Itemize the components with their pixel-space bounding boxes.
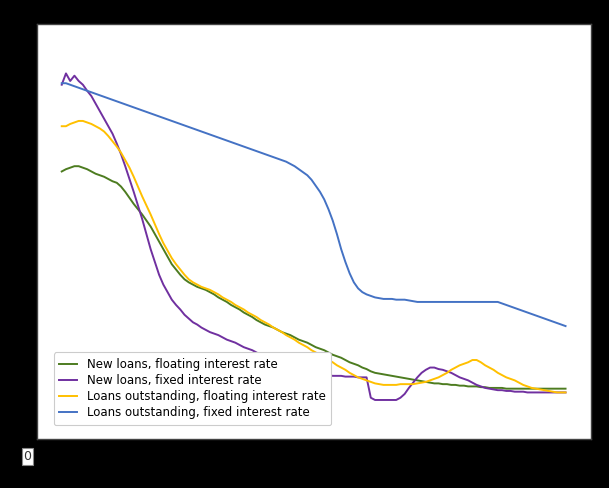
New loans, fixed interest rate: [62, 70, 69, 76]
Line: New loans, floating interest rate: New loans, floating interest rate: [62, 166, 566, 388]
Loans outstanding, floating interest rate: [75, 118, 82, 124]
Loans outstanding, floating interest rate: [554, 389, 561, 395]
Loans outstanding, floating interest rate: [168, 255, 175, 261]
New loans, floating interest rate: [502, 386, 510, 391]
Loans outstanding, fixed interest rate: [164, 117, 171, 122]
New loans, fixed interest rate: [168, 297, 175, 303]
Loans outstanding, fixed interest rate: [337, 246, 345, 252]
Loans outstanding, floating interest rate: [409, 381, 417, 387]
New loans, floating interest rate: [168, 261, 175, 267]
New loans, floating interest rate: [409, 377, 417, 383]
Loans outstanding, fixed interest rate: [405, 298, 412, 304]
Loans outstanding, floating interest rate: [58, 123, 65, 129]
Loans outstanding, fixed interest rate: [545, 317, 552, 323]
New loans, fixed interest rate: [342, 374, 349, 380]
Legend: New loans, floating interest rate, New loans, fixed interest rate, Loans outstan: New loans, floating interest rate, New l…: [54, 352, 331, 425]
New loans, fixed interest rate: [554, 389, 561, 395]
New loans, floating interest rate: [562, 386, 569, 391]
New loans, fixed interest rate: [58, 82, 65, 88]
Loans outstanding, floating interest rate: [198, 284, 205, 290]
Text: 0: 0: [23, 450, 32, 463]
Loans outstanding, floating interest rate: [460, 361, 468, 366]
New loans, floating interest rate: [198, 285, 205, 291]
New loans, fixed interest rate: [562, 389, 569, 395]
Line: Loans outstanding, fixed interest rate: Loans outstanding, fixed interest rate: [62, 83, 566, 326]
Loans outstanding, floating interest rate: [342, 367, 349, 373]
New loans, floating interest rate: [58, 168, 65, 174]
Loans outstanding, fixed interest rate: [562, 323, 569, 329]
New loans, fixed interest rate: [465, 377, 472, 383]
Loans outstanding, floating interest rate: [562, 389, 569, 395]
Loans outstanding, fixed interest rate: [194, 127, 201, 133]
New loans, fixed interest rate: [414, 374, 421, 380]
Line: New loans, fixed interest rate: New loans, fixed interest rate: [62, 73, 566, 400]
New loans, fixed interest rate: [198, 325, 205, 330]
Loans outstanding, fixed interest rate: [58, 81, 65, 86]
Loans outstanding, fixed interest rate: [456, 299, 463, 305]
New loans, floating interest rate: [554, 386, 561, 391]
Loans outstanding, floating interest rate: [549, 389, 557, 395]
New loans, floating interest rate: [342, 357, 349, 363]
Line: Loans outstanding, floating interest rate: Loans outstanding, floating interest rat…: [62, 121, 566, 392]
New loans, floating interest rate: [460, 383, 468, 388]
New loans, fixed interest rate: [371, 397, 379, 403]
New loans, floating interest rate: [71, 163, 78, 169]
